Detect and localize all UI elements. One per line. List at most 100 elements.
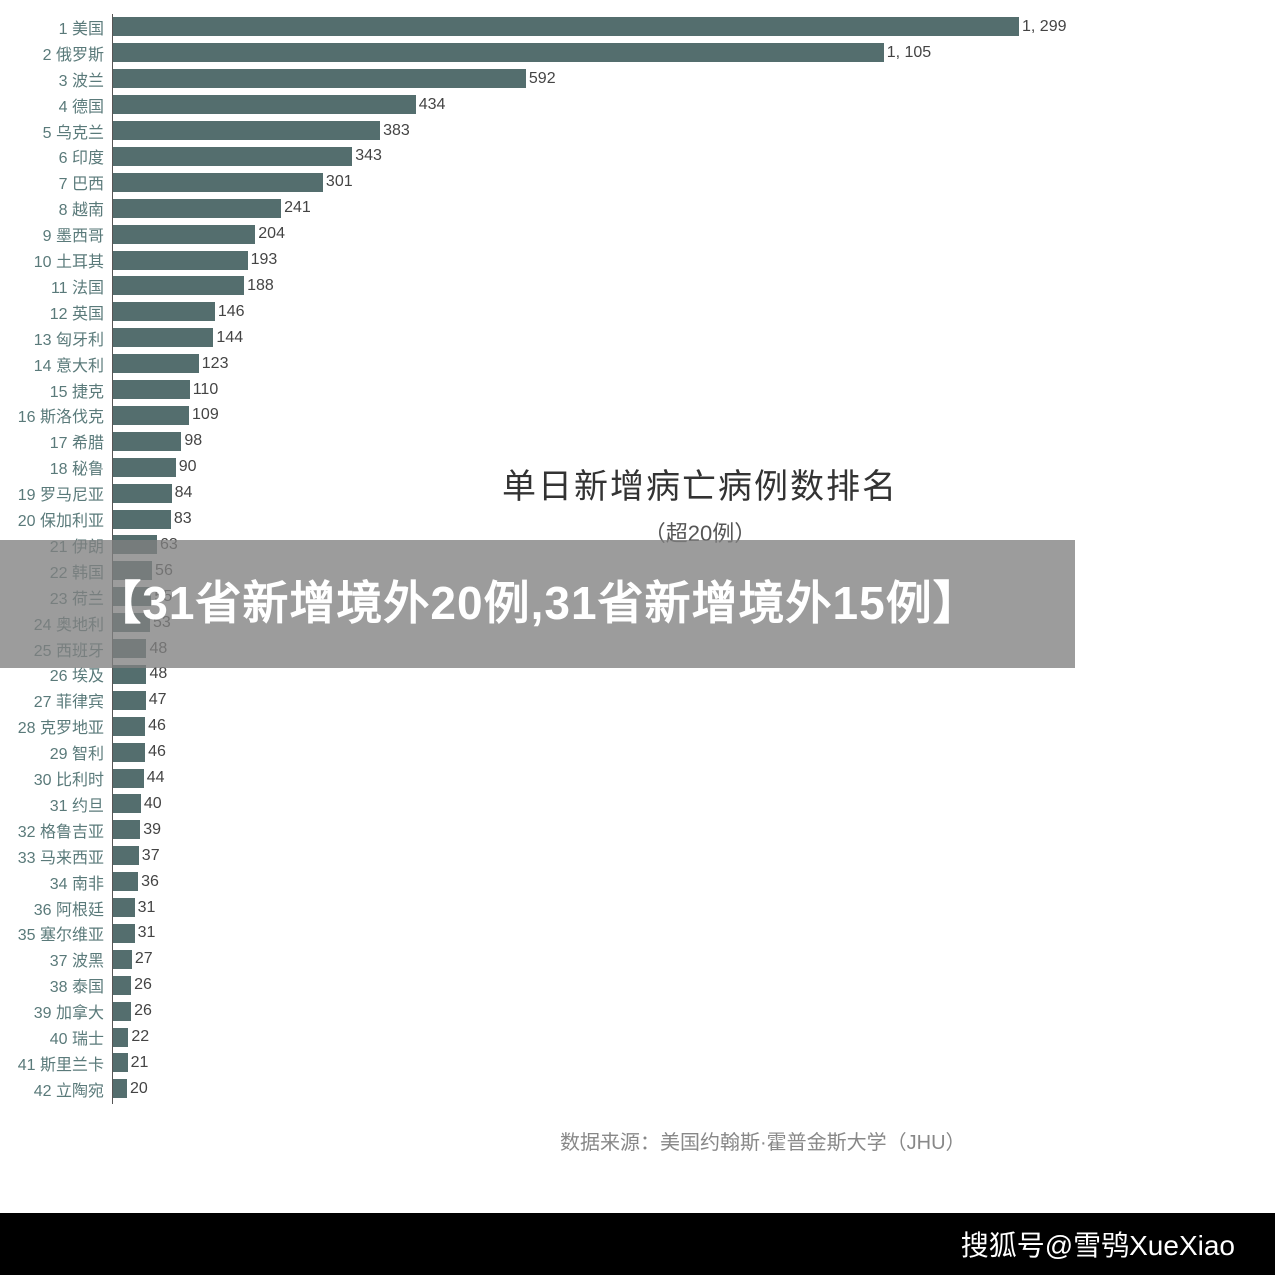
bar-value: 98 xyxy=(184,432,202,450)
data-source: 数据来源：美国约翰斯·霍普金斯大学（JHU） xyxy=(560,1126,966,1155)
bar-row: 39 加拿大26 xyxy=(0,998,1075,1024)
bar xyxy=(113,458,176,477)
chart-title-block: 单日新增病亡病例数排名 （超20例） xyxy=(440,459,960,548)
bar-value: 44 xyxy=(147,769,165,787)
y-axis-label: 30 比利时 xyxy=(0,766,108,790)
y-axis-label: 1 美国 xyxy=(0,15,108,39)
bar-value: 36 xyxy=(141,873,159,891)
bar xyxy=(113,691,146,710)
bar xyxy=(113,328,213,347)
y-axis-label: 36 阿根廷 xyxy=(0,896,108,920)
bar xyxy=(113,950,132,969)
bar-row: 9 墨西哥 204 xyxy=(0,221,1075,247)
bar-value: 20 xyxy=(130,1080,148,1098)
bar xyxy=(113,173,323,192)
bar xyxy=(113,794,141,813)
bar xyxy=(113,302,215,321)
y-axis-label: 42 立陶宛 xyxy=(0,1077,108,1101)
bar xyxy=(113,820,140,839)
y-axis-label: 2 俄罗斯 xyxy=(0,41,108,65)
bar-row: 2 俄罗斯 1, 105 xyxy=(0,40,1075,66)
bar-value: 84 xyxy=(175,484,193,502)
bar xyxy=(113,276,244,295)
y-axis-label: 3 波兰 xyxy=(0,67,108,91)
bar-value: 204 xyxy=(258,225,285,243)
bar-row: 37 波黑27 xyxy=(0,946,1075,972)
bar xyxy=(113,380,190,399)
bar xyxy=(113,43,884,62)
bar xyxy=(113,432,181,451)
bar-row: 33 马来西亚37 xyxy=(0,843,1075,869)
bar-row: 3 波兰 592 xyxy=(0,66,1075,92)
bar-value: 39 xyxy=(143,821,161,839)
y-axis-label: 38 泰国 xyxy=(0,973,108,997)
y-axis-label: 17 希腊 xyxy=(0,429,108,453)
bar-value: 343 xyxy=(355,147,382,165)
bar-value: 46 xyxy=(148,717,166,735)
y-axis-label: 31 约旦 xyxy=(0,792,108,816)
y-axis-label: 32 格鲁吉亚 xyxy=(0,818,108,842)
y-axis-label: 9 墨西哥 xyxy=(0,222,108,246)
bar-value: 48 xyxy=(149,665,167,683)
bar-value: 188 xyxy=(247,277,274,295)
bar-row: 16 斯洛伐克109 xyxy=(0,403,1075,429)
bar-value: 46 xyxy=(148,743,166,761)
bar-row: 12 英国 146 xyxy=(0,299,1075,325)
y-axis-label: 34 南非 xyxy=(0,870,108,894)
bar xyxy=(113,17,1019,36)
bar xyxy=(113,769,144,788)
y-axis-label: 29 智利 xyxy=(0,740,108,764)
bar xyxy=(113,898,135,917)
bar-value: 31 xyxy=(138,899,156,917)
bar xyxy=(113,743,145,762)
bar-row: 27 菲律宾47 xyxy=(0,687,1075,713)
bar xyxy=(113,510,171,529)
bar-row: 34 南非 36 xyxy=(0,869,1075,895)
y-axis-label: 13 匈牙利 xyxy=(0,326,108,350)
bar-value: 383 xyxy=(383,122,410,140)
bar-row: 30 比利时 44 xyxy=(0,765,1075,791)
bar-row: 11 法国 188 xyxy=(0,273,1075,299)
bar xyxy=(113,1028,128,1047)
bar-value: 144 xyxy=(216,329,243,347)
bar-value: 1, 299 xyxy=(1022,18,1066,36)
bar xyxy=(113,354,199,373)
bar-row: 35 塞尔维亚31 xyxy=(0,921,1075,947)
y-axis-label: 5 乌克兰 xyxy=(0,119,108,143)
bar-row: 13 匈牙利 144 xyxy=(0,325,1075,351)
bar-value: 592 xyxy=(529,70,556,88)
chart-title: 单日新增病亡病例数排名 xyxy=(440,459,960,508)
y-axis-label: 37 波黑 xyxy=(0,947,108,971)
bar-value: 146 xyxy=(218,303,245,321)
y-axis-label: 28 克罗地亚 xyxy=(0,714,108,738)
bar xyxy=(113,147,352,166)
bar-row: 41 斯里兰卡21 xyxy=(0,1050,1075,1076)
bar-value: 37 xyxy=(142,847,160,865)
bar-value: 123 xyxy=(202,355,229,373)
bar-value: 26 xyxy=(134,976,152,994)
bar xyxy=(113,717,145,736)
y-axis-label: 27 菲律宾 xyxy=(0,688,108,712)
y-axis-label: 35 塞尔维亚 xyxy=(0,921,108,945)
bar xyxy=(113,484,172,503)
bar-row: 15 捷克110 xyxy=(0,377,1075,403)
bar-row: 7 巴西301 xyxy=(0,169,1075,195)
bar xyxy=(113,1053,128,1072)
y-axis-label: 16 斯洛伐克 xyxy=(0,403,108,427)
bar-value: 1, 105 xyxy=(887,44,931,62)
bar xyxy=(113,846,139,865)
y-axis-label: 15 捷克 xyxy=(0,378,108,402)
bar-row: 8 越南241 xyxy=(0,195,1075,221)
bar-value: 241 xyxy=(284,199,311,217)
bar xyxy=(113,976,131,995)
bar-row: 5 乌克兰 383 xyxy=(0,118,1075,144)
bar-value: 83 xyxy=(174,510,192,528)
bar xyxy=(113,121,380,140)
y-axis-label: 11 法国 xyxy=(0,274,108,298)
y-axis-label: 6 印度 xyxy=(0,144,108,168)
bar-value: 193 xyxy=(251,251,278,269)
y-axis-label: 4 德国 xyxy=(0,93,108,117)
y-axis-label: 12 英国 xyxy=(0,300,108,324)
bar-value: 26 xyxy=(134,1002,152,1020)
footer-attribution: 搜狐号@雪鸮XueXiao xyxy=(961,1224,1235,1264)
